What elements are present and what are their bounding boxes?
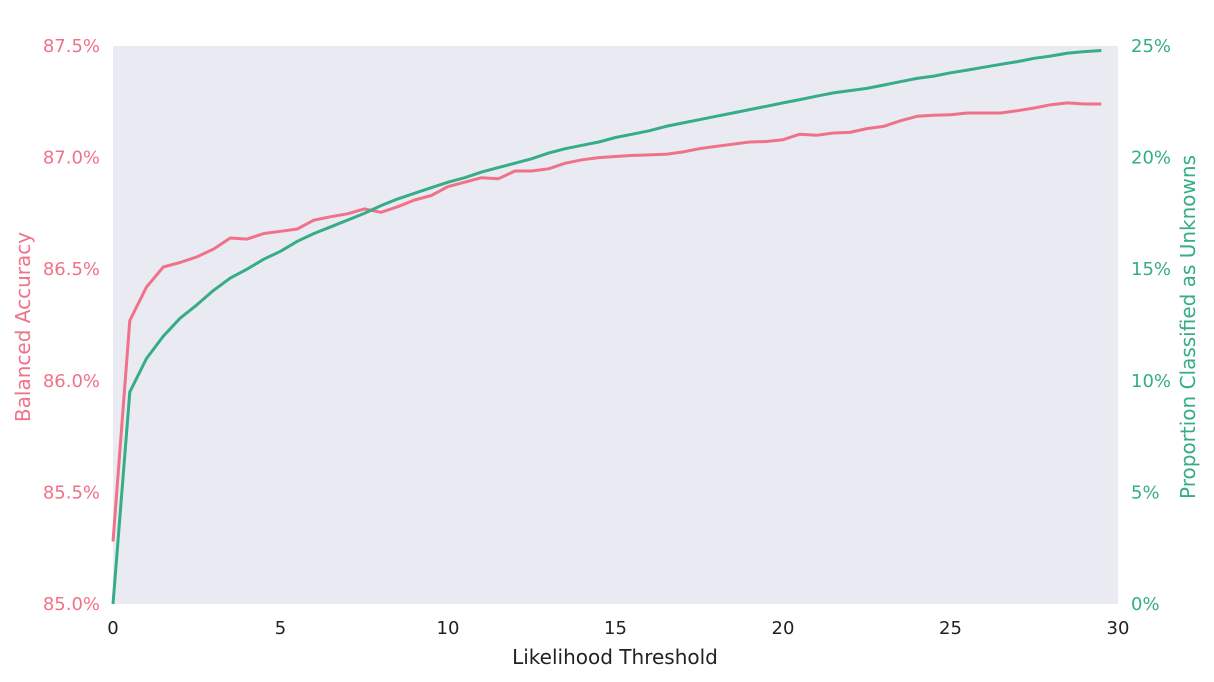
y-right-tick-label: 15% (1131, 259, 1171, 280)
y-axis-right-label: Proportion Classified as Unknowns (1176, 155, 1200, 499)
y-right-tick-label: 25% (1131, 36, 1171, 57)
y-left-tick-label: 87.0% (43, 148, 100, 169)
x-tick-label: 20 (772, 618, 795, 639)
y-left-tick-label: 86.0% (43, 371, 100, 392)
x-tick-label: 25 (939, 618, 962, 639)
y-right-tick-label: 0% (1131, 594, 1160, 615)
x-tick-label: 10 (437, 618, 460, 639)
y-right-tick-label: 20% (1131, 148, 1171, 169)
x-axis-label: Likelihood Threshold (512, 645, 718, 669)
y-right-tick-label: 5% (1131, 482, 1160, 503)
x-tick-label: 15 (604, 618, 627, 639)
x-tick-label: 5 (275, 618, 286, 639)
y-axis-left-label: Balanced Accuracy (11, 232, 35, 422)
unknowns-proportion-line (111, 49, 1102, 605)
x-tick-label: 0 (107, 618, 118, 639)
y-left-tick-label: 85.5% (43, 482, 100, 503)
y-left-tick-label: 86.5% (43, 259, 100, 280)
series-layer (111, 49, 1102, 605)
y-left-tick-label: 85.0% (43, 594, 100, 615)
plot-background (113, 46, 1118, 604)
y-right-tick-label: 10% (1131, 371, 1171, 392)
y-left-tick-label: 87.5% (43, 36, 100, 57)
x-tick-label: 30 (1107, 618, 1130, 639)
balanced-accuracy-line (111, 101, 1102, 542)
ticks-layer: 85.0% 85.5% 86.0% 86.5% 87.0% 87.5% 0% 5% 10% 15%… (43, 36, 1171, 639)
